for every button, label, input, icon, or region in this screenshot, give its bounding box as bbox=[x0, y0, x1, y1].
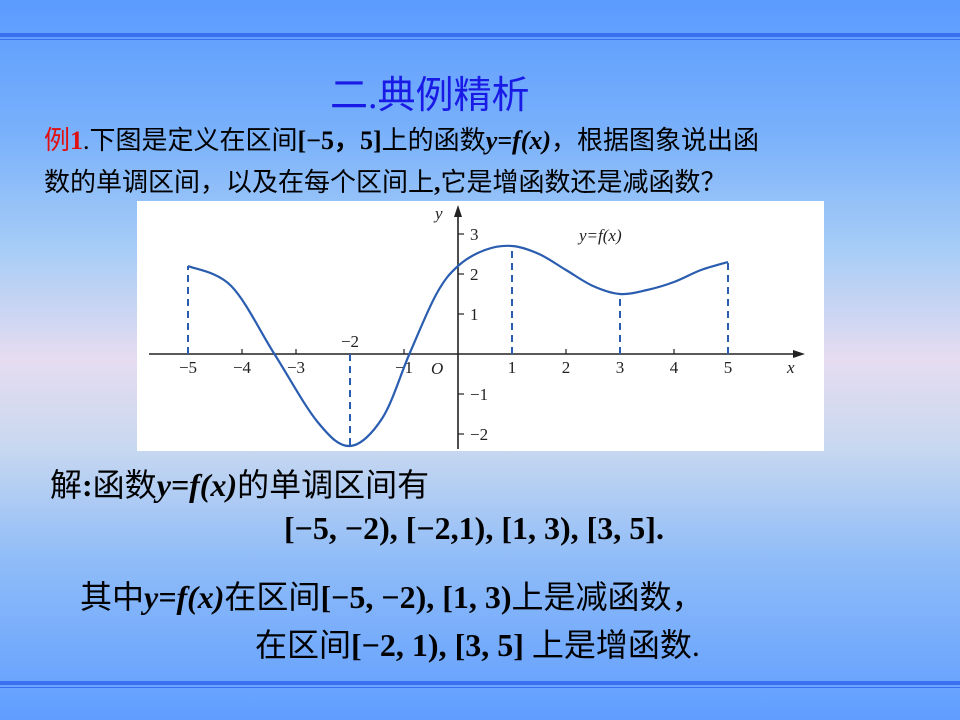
text: ，根据图象说出函 bbox=[551, 126, 760, 155]
x-axis-arrow bbox=[793, 350, 805, 358]
text: 在区间 bbox=[224, 579, 321, 615]
text: 函数 bbox=[92, 467, 157, 503]
text: 它是增函数还是减函数？ bbox=[440, 168, 727, 197]
answer-line-1: 解:函数y=f(x)的单调区间有 bbox=[50, 460, 429, 506]
y-axis-arrow bbox=[454, 205, 462, 217]
x-tick-label: −3 bbox=[287, 358, 305, 377]
x-tick-label: 1 bbox=[508, 358, 517, 377]
text: 在区间 bbox=[255, 627, 352, 663]
text: 上是增函数. bbox=[523, 627, 700, 663]
interval: [−5，5] bbox=[297, 126, 382, 155]
question-line-1: 例1.下图是定义在区间[−5，5]上的函数y=f(x)，根据图象说出函 bbox=[44, 120, 759, 157]
example-label: 例 bbox=[44, 126, 71, 155]
min-x-label: −2 bbox=[341, 332, 359, 351]
function-name: y=f(x) bbox=[485, 126, 552, 155]
text: 其中 bbox=[80, 579, 145, 615]
origin-label: O bbox=[431, 359, 443, 378]
y-tick-label: 3 bbox=[470, 225, 479, 244]
x-tick-label: 3 bbox=[616, 358, 625, 377]
slide-title: 二.典例精析 bbox=[330, 75, 530, 117]
intervals: [−5, −2), [−2,1), [1, 3), [3, 5]. bbox=[284, 510, 664, 546]
function-name: y=f(x) bbox=[156, 467, 238, 503]
function-curve bbox=[187, 244, 729, 448]
increasing-intervals: [−2, 1), [3, 5] bbox=[351, 627, 524, 663]
bottom-rule bbox=[0, 681, 960, 688]
decreasing-intervals: [−5, −2), [1, 3) bbox=[320, 579, 512, 615]
y-tick-label: 1 bbox=[470, 305, 479, 324]
y-tick-label: −1 bbox=[470, 385, 488, 404]
x-tick-label: 5 bbox=[724, 358, 733, 377]
text: 数的单调区间，以及在每个区间上 bbox=[44, 168, 435, 197]
answer-line-2: [−5, −2), [−2,1), [1, 3), [3, 5]. bbox=[284, 510, 664, 547]
answer-line-3: 其中y=f(x)在区间[−5, −2), [1, 3)上是减函数， bbox=[80, 572, 704, 618]
text: 解 bbox=[50, 467, 83, 503]
answer-line-4: 在区间[−2, 1), [3, 5] 上是增函数. bbox=[255, 620, 700, 666]
question-line-2: 数的单调区间，以及在每个区间上,它是增函数还是减函数？ bbox=[44, 162, 727, 199]
y-tick-label: −2 bbox=[470, 425, 488, 444]
x-axis-label: x bbox=[786, 358, 795, 377]
y-axis-label: y bbox=[433, 204, 443, 223]
x-tick-label: −4 bbox=[233, 358, 252, 377]
text: 的单调区间有 bbox=[237, 467, 430, 503]
x-tick-label: 4 bbox=[670, 358, 679, 377]
text: , bbox=[434, 168, 441, 197]
top-rule bbox=[0, 33, 960, 40]
function-name: y=f(x) bbox=[144, 579, 225, 615]
text: 上的函数 bbox=[381, 126, 486, 155]
x-tick-label: 2 bbox=[562, 358, 571, 377]
text: 上是减函数， bbox=[511, 579, 704, 615]
y-tick-label: 2 bbox=[470, 265, 479, 284]
x-tick-label: −5 bbox=[179, 358, 197, 377]
text: : bbox=[82, 467, 93, 503]
example-number: 1 bbox=[70, 126, 84, 155]
text: .下图是定义在区间 bbox=[83, 126, 298, 155]
curve-label: y=f(x) bbox=[577, 226, 622, 245]
